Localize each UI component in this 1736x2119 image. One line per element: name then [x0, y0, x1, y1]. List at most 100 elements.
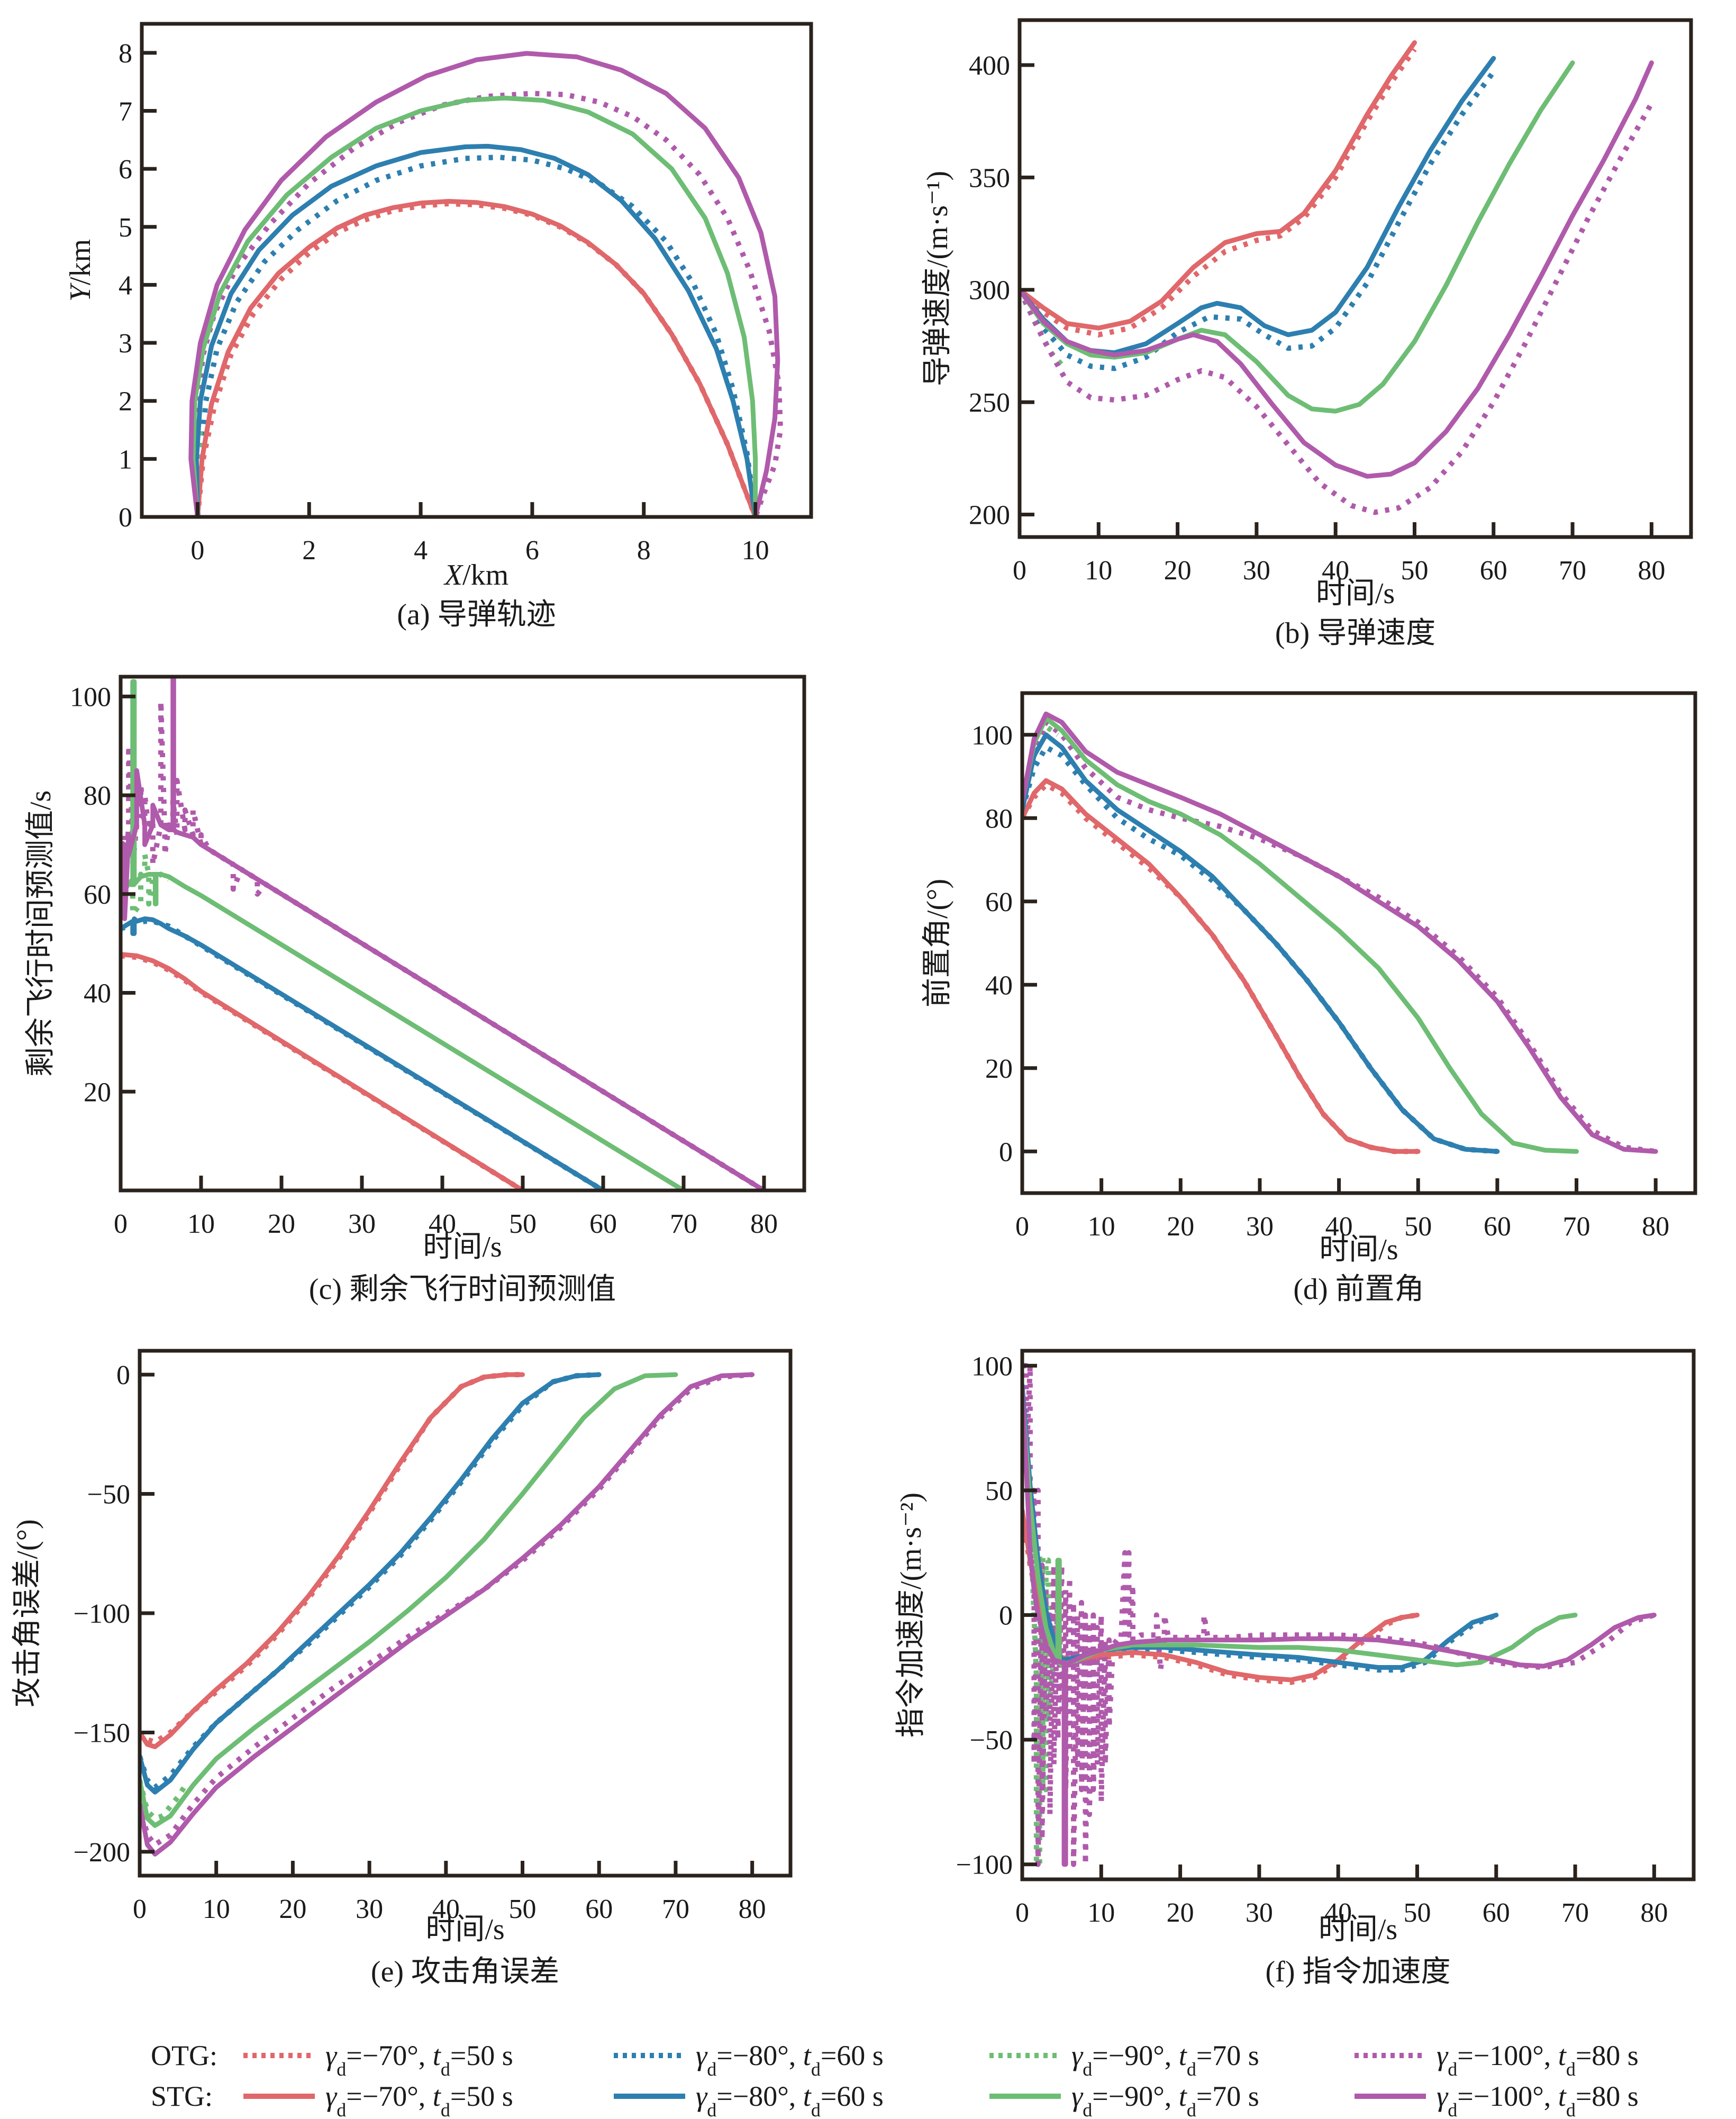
- y-tick-label: 40: [985, 970, 1013, 1001]
- y-tick-label: 20: [84, 1077, 111, 1107]
- panel-caption: (d) 前置角: [1293, 1273, 1424, 1306]
- panel-caption: (a) 导弹轨迹: [397, 598, 556, 631]
- series-line-purple-stg: [1022, 1388, 1657, 1867]
- y-axis-label: 前置角/(°): [921, 879, 954, 1007]
- y-axis-label: 指令加速度/(m·s⁻²): [895, 1493, 928, 1738]
- x-tick-label: 20: [268, 1209, 295, 1239]
- panel-caption: (f) 指令加速度: [1266, 1956, 1451, 1988]
- series-line-purple-otg: [1022, 1363, 1655, 1867]
- x-tick-label: 30: [1246, 1898, 1273, 1928]
- x-axis-label: 时间/s: [1316, 577, 1395, 610]
- x-axis-label: 时间/s: [423, 1231, 502, 1263]
- x-tick-label: 40: [1322, 556, 1349, 586]
- x-tick-label: 30: [1246, 1212, 1274, 1242]
- series-line-blue-stg: [1022, 732, 1500, 1154]
- series-group: [1022, 711, 1658, 1154]
- x-tick-label: 30: [348, 1209, 376, 1239]
- x-tick-label: 30: [1243, 556, 1270, 586]
- x-tick-label: 70: [1559, 556, 1586, 586]
- series-line-blue-stg: [1020, 56, 1496, 356]
- legend-row-prefix: STG:: [151, 2080, 213, 2112]
- panel-caption: (e) 攻击角误差: [371, 1956, 559, 1988]
- panel-caption: (c) 剩余飞行时间预测值: [309, 1273, 616, 1306]
- y-tick-label: 300: [969, 276, 1010, 306]
- y-tick-label: 80: [985, 804, 1013, 834]
- x-tick-label: 4: [414, 535, 428, 566]
- x-tick-label: 10: [1087, 1898, 1115, 1928]
- x-tick-label: 0: [190, 535, 204, 566]
- series-line-green-stg: [121, 679, 686, 1190]
- legend: OTG: γd=−70°, td=50 s γd=−80°, td=60 s γd=−…: [151, 2040, 1639, 2119]
- x-tick-label: 6: [525, 535, 539, 566]
- panel-d: 0 10 20 30 40 50 60 70 80 0 20 40 60 80 100 时间/s 前置角/(°)…: [921, 691, 1697, 1306]
- x-tick-label: 60: [589, 1209, 617, 1239]
- x-tick-label: 60: [1480, 556, 1507, 586]
- series-line-blue-otg: [140, 1372, 599, 1790]
- x-tick-label: 2: [302, 535, 316, 566]
- y-tick-label: 0: [999, 1601, 1013, 1631]
- x-tick-label: 10: [203, 1894, 230, 1924]
- series-line-red-stg: [1022, 778, 1421, 1154]
- panel-c: 0 10 20 30 40 50 60 70 80 20 40 60 80 100 时间/s 剩余飞行时间预测…: [24, 675, 806, 1306]
- x-tick-label: 40: [1324, 1898, 1352, 1928]
- series-line-blue-stg: [1022, 1383, 1499, 1670]
- x-tick-label: 40: [432, 1894, 460, 1924]
- x-tick-label: 10: [1085, 556, 1112, 586]
- x-tick-label: 60: [1483, 1898, 1510, 1928]
- x-axis-label: 时间/s: [1319, 1233, 1398, 1266]
- y-tick-label: 0: [119, 503, 132, 533]
- x-tick-label: 60: [585, 1894, 613, 1924]
- series-group: [140, 1372, 755, 1857]
- y-tick-label: −50: [87, 1480, 130, 1510]
- series-line-green-otg: [1022, 1403, 1063, 1867]
- y-axis-label: Y/km: [64, 239, 97, 302]
- y-tick-label: −50: [970, 1725, 1013, 1756]
- y-tick-label: 4: [119, 270, 132, 301]
- y-tick-label: 0: [999, 1137, 1013, 1167]
- series-line-red-stg: [1020, 40, 1417, 331]
- x-tick-label: 60: [1484, 1212, 1511, 1242]
- y-tick-label: 20: [985, 1054, 1013, 1084]
- x-tick-label: 80: [750, 1209, 778, 1239]
- legend-entry-label: γd=−100°, td=80 s: [1437, 2040, 1639, 2080]
- y-tick-label: 3: [119, 329, 132, 359]
- y-tick-label: 0: [116, 1360, 130, 1390]
- y-tick-label: 60: [84, 880, 111, 910]
- x-tick-label: 70: [662, 1894, 689, 1924]
- y-tick-label: 200: [969, 501, 1010, 531]
- x-tick-label: 10: [742, 535, 769, 566]
- y-tick-label: 100: [971, 721, 1013, 751]
- legend-entry-label: γd=−100°, td=80 s: [1437, 2080, 1639, 2119]
- series-line-green-stg: [140, 1372, 678, 1828]
- series-line-green-stg: [1022, 715, 1579, 1154]
- series-line-green-stg: [1020, 60, 1575, 414]
- y-tick-label: 2: [119, 387, 132, 417]
- series-line-green-otg: [121, 852, 170, 917]
- legend-entry-label: γd=−70°, td=50 s: [325, 2080, 513, 2119]
- x-tick-label: 8: [637, 535, 651, 566]
- series-line-green-stg: [1022, 1393, 1578, 1668]
- series-group: [188, 51, 783, 517]
- series-line-purple-otg: [1022, 720, 1656, 1154]
- panel-f: 0 10 20 30 40 50 60 70 80 100 50 0 −50 −100 时间/s 指令加速度/…: [895, 1349, 1696, 1988]
- y-tick-label: 40: [84, 979, 111, 1009]
- series-line-blue-otg: [1022, 744, 1498, 1154]
- series-line-purple-otg: [140, 1372, 752, 1848]
- panel-a: 0 2 4 6 8 10 0 1 2 3 4 5 6 7 8 X/km Y/km (a) 导弹轨迹: [64, 22, 813, 631]
- x-tick-label: 20: [1164, 556, 1192, 586]
- axes-frame: [140, 22, 813, 519]
- x-tick-label: 30: [356, 1894, 383, 1924]
- x-tick-label: 80: [1642, 1212, 1669, 1242]
- y-tick-label: 100: [971, 1351, 1013, 1381]
- series-line-purple-stg: [188, 51, 780, 517]
- series-line-blue-otg: [1020, 70, 1496, 371]
- series-line-green-stg: [190, 95, 758, 517]
- panel-e: 0 10 20 30 40 50 60 70 80 0 −50 −100 −150 −200 时间/s 攻击角…: [11, 1349, 793, 1988]
- legend-row-prefix: OTG:: [151, 2040, 217, 2071]
- series-line-blue-otg: [195, 154, 758, 517]
- axes-frame: [1020, 691, 1697, 1195]
- series-group: [121, 677, 767, 1190]
- axes-frame: [1017, 18, 1693, 539]
- series-line-blue-stg: [194, 143, 758, 517]
